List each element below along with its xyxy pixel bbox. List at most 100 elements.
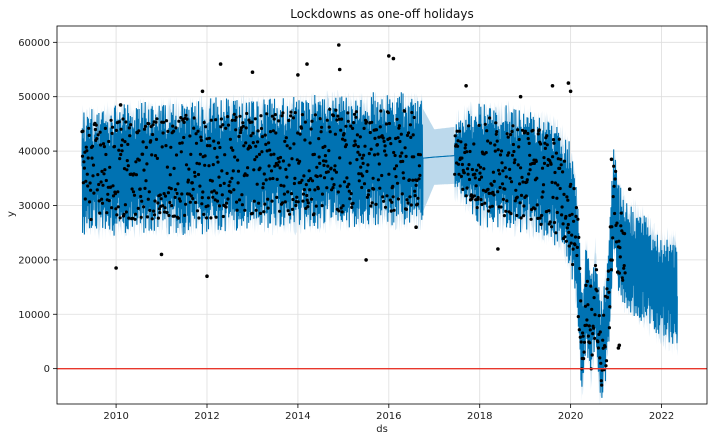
observed-point <box>607 290 611 294</box>
observed-point <box>554 231 558 235</box>
observed-point <box>121 138 125 142</box>
observed-point <box>558 186 562 191</box>
observed-point <box>501 169 505 173</box>
observed-point <box>509 180 514 184</box>
observed-point <box>583 304 588 308</box>
observed-point <box>607 326 612 330</box>
observed-point <box>527 141 531 145</box>
observed-point <box>365 169 369 173</box>
observed-point <box>401 171 405 175</box>
observed-point <box>585 318 589 322</box>
observed-point <box>515 195 519 199</box>
observed-point <box>198 152 202 156</box>
observed-point <box>381 195 385 199</box>
observed-point <box>550 180 554 184</box>
observed-point <box>209 216 213 220</box>
observed-point <box>577 328 581 332</box>
observed-point <box>362 126 366 130</box>
observed-point <box>118 216 122 220</box>
observed-point <box>173 188 178 192</box>
observed-point <box>88 200 92 204</box>
observed-point <box>142 127 147 131</box>
observed-point <box>162 120 166 124</box>
y-tick-label: 30000 <box>18 201 50 212</box>
observed-point <box>117 120 121 124</box>
observed-point <box>582 350 586 354</box>
observed-point <box>538 216 542 220</box>
observed-point <box>183 213 187 217</box>
observed-point <box>506 135 510 139</box>
observed-point <box>603 345 607 349</box>
observed-point <box>383 149 387 153</box>
observed-point <box>305 62 309 66</box>
observed-point <box>315 165 319 169</box>
observed-point <box>341 137 345 141</box>
observed-point <box>235 200 239 204</box>
observed-point <box>163 210 167 214</box>
observed-point <box>520 128 525 132</box>
observed-point <box>614 240 619 244</box>
observed-point <box>579 340 583 344</box>
observed-point <box>459 174 463 178</box>
x-axis-title: ds <box>376 424 388 435</box>
observed-point <box>280 201 285 205</box>
observed-point <box>151 132 155 137</box>
observed-point <box>293 176 297 180</box>
observed-point <box>412 155 416 159</box>
observed-point <box>112 144 117 149</box>
observed-point <box>232 188 236 192</box>
observed-point <box>389 209 393 213</box>
observed-point <box>231 169 235 173</box>
observed-point <box>374 128 379 132</box>
observed-point <box>302 188 306 192</box>
observed-point <box>473 176 477 180</box>
observed-point <box>163 206 167 210</box>
observed-point <box>488 141 493 145</box>
observed-point <box>613 177 617 181</box>
observed-point <box>332 183 336 187</box>
observed-point <box>202 212 206 216</box>
observed-point <box>215 155 219 159</box>
observed-point <box>495 130 499 134</box>
observed-point <box>352 112 357 116</box>
observed-point <box>517 145 521 149</box>
observed-point <box>163 194 168 198</box>
observed-point <box>559 157 563 161</box>
observed-point <box>94 123 98 127</box>
observed-point <box>216 160 220 164</box>
observed-point <box>322 163 326 167</box>
observed-point <box>186 178 190 182</box>
observed-point <box>105 211 109 215</box>
observed-point <box>346 111 350 115</box>
observed-point <box>271 176 275 181</box>
x-tick-label: 2010 <box>103 411 128 422</box>
observed-point <box>215 199 220 203</box>
observed-point <box>600 383 604 387</box>
observed-point <box>306 205 310 209</box>
observed-point <box>269 169 274 173</box>
observed-point <box>370 201 374 205</box>
observed-point <box>500 161 504 165</box>
observed-point <box>325 186 329 190</box>
observed-point <box>561 222 565 226</box>
observed-point <box>226 115 230 119</box>
observed-point <box>289 114 293 118</box>
observed-point <box>576 315 580 319</box>
observed-point <box>467 163 471 167</box>
observed-point <box>294 203 298 208</box>
observed-point <box>617 271 622 275</box>
observed-point <box>241 124 245 128</box>
observed-point <box>591 332 595 336</box>
observed-point <box>459 140 463 144</box>
observed-point <box>224 126 228 130</box>
observed-point <box>558 166 562 170</box>
observed-point <box>240 193 244 197</box>
observed-point <box>395 117 399 121</box>
observed-point <box>152 209 156 213</box>
observed-point <box>273 113 277 117</box>
observed-point <box>320 204 324 208</box>
observed-point <box>517 137 521 142</box>
observed-point <box>179 116 183 120</box>
observed-point <box>93 127 97 132</box>
observed-point <box>388 136 392 140</box>
